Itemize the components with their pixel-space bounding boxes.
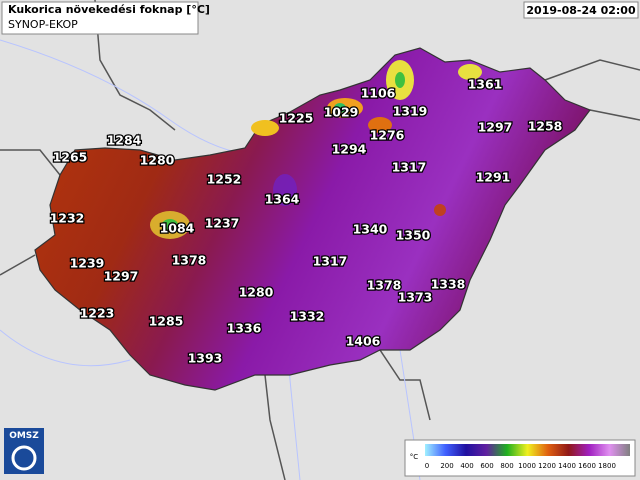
logo-box <box>4 428 44 474</box>
highlands <box>150 60 482 239</box>
station-value: 1393 <box>188 351 223 366</box>
station-value: 1364 <box>265 192 300 207</box>
legend-ticks: 0 200 400 600 800 1000 1200 1400 1600 1800 <box>425 462 616 470</box>
legend-unit: °C <box>410 453 419 461</box>
legend-tick: 1200 <box>538 462 556 470</box>
legend-tick: 200 <box>440 462 453 470</box>
station-value: 1317 <box>313 254 348 269</box>
legend-tick: 600 <box>480 462 493 470</box>
station-value: 1237 <box>205 216 240 231</box>
station-value: 1265 <box>53 150 88 165</box>
station-value: 1297 <box>478 120 513 135</box>
station-value: 1285 <box>149 314 184 329</box>
legend-tick: 1600 <box>578 462 596 470</box>
station-value: 1225 <box>279 111 314 126</box>
colorbar <box>425 444 630 456</box>
station-value: 1239 <box>70 256 105 271</box>
legend-tick: 400 <box>460 462 473 470</box>
station-value: 1029 <box>324 105 359 120</box>
station-labels: 1361 1106 1319 1225 1029 1276 1297 1258 1284 1294… <box>48 75 563 367</box>
station-value: 1319 <box>393 104 428 119</box>
station-value: 1106 <box>361 86 396 101</box>
station-value: 1406 <box>346 334 381 349</box>
station-value: 1297 <box>104 269 139 284</box>
station-value: 1232 <box>50 211 85 226</box>
station-value: 1378 <box>172 253 207 268</box>
legend-tick: 0 <box>425 462 429 470</box>
station-value: 1350 <box>396 228 431 243</box>
station-value: 1258 <box>528 119 563 134</box>
legend-tick: 800 <box>500 462 513 470</box>
legend-tick: 1400 <box>558 462 576 470</box>
logo-mark <box>11 445 37 471</box>
title: Kukorica növekedési foknap [°C] <box>8 3 210 16</box>
station-value: 1284 <box>107 133 142 148</box>
station-value: 1294 <box>332 142 367 157</box>
station-value: 1361 <box>468 77 503 92</box>
station-value: 1336 <box>227 321 262 336</box>
station-value: 1338 <box>431 277 466 292</box>
station-value: 1280 <box>140 153 175 168</box>
station-value: 1332 <box>290 309 325 324</box>
legend-tick: 1000 <box>518 462 536 470</box>
station-value: 1280 <box>239 285 274 300</box>
legend-tick: 1800 <box>598 462 616 470</box>
station-value: 1223 <box>80 306 115 321</box>
timestamp: 2019-08-24 02:00 <box>526 4 636 17</box>
station-value: 1373 <box>398 290 433 305</box>
timestamp-box <box>523 1 639 19</box>
station-value: 1252 <box>207 172 242 187</box>
station-value: 1317 <box>392 160 427 175</box>
station-value: 1084 <box>160 221 195 236</box>
header-box <box>1 1 199 35</box>
station-value: 1378 <box>367 278 402 293</box>
station-value: 1276 <box>370 128 405 143</box>
hungary <box>34 47 591 391</box>
logo: OMSZ <box>9 431 39 441</box>
station-value: 1340 <box>353 222 388 237</box>
subtitle: SYNOP-EKOP <box>8 18 78 31</box>
station-value: 1291 <box>476 170 511 185</box>
